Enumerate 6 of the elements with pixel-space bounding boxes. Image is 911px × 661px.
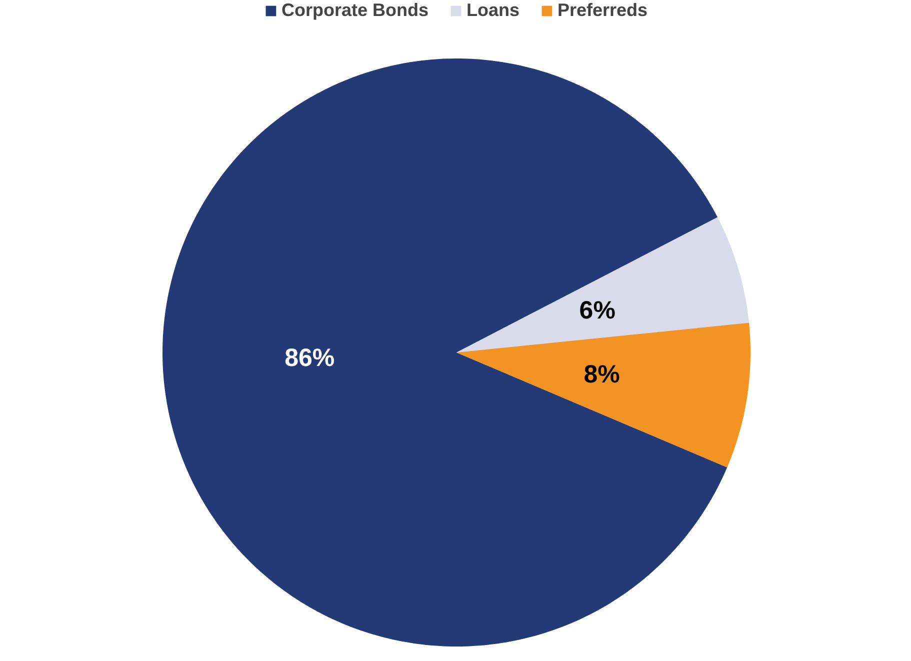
data-label: 6%: [579, 296, 616, 325]
legend-label: Preferreds: [557, 0, 648, 21]
data-label: 8%: [584, 360, 620, 388]
legend-label: Corporate Bonds: [281, 0, 428, 21]
legend-label: Loans: [466, 0, 520, 21]
data-label: 86%: [284, 344, 335, 372]
